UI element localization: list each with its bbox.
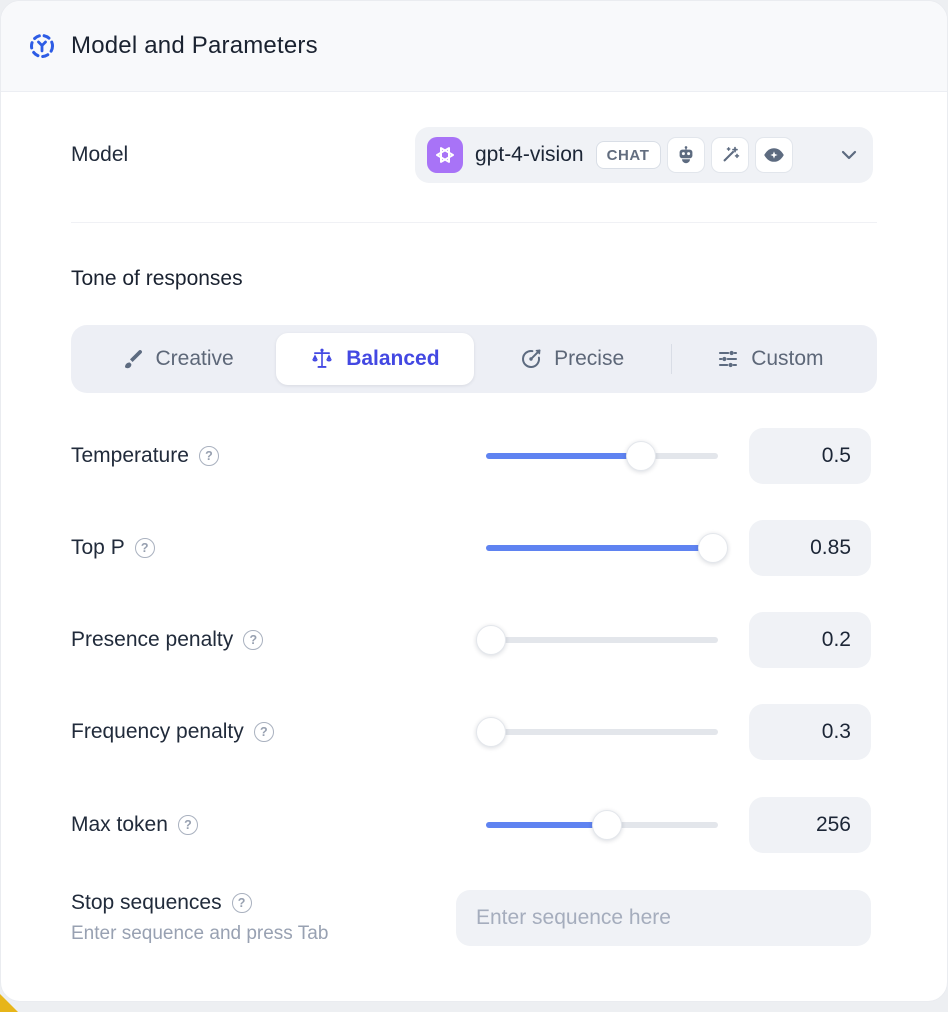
tone-section-heading: Tone of responses	[71, 267, 243, 290]
help-icon[interactable]	[253, 722, 274, 742]
balance-scale-icon	[310, 347, 334, 371]
tab-label: Precise	[554, 347, 625, 370]
param-label: Frequency penalty	[71, 720, 244, 743]
sliders-icon	[717, 348, 739, 370]
model-hub-icon	[27, 31, 57, 61]
max-token-slider[interactable]	[486, 797, 718, 853]
slider-thumb[interactable]	[626, 441, 657, 471]
frequency-penalty-slider[interactable]	[475, 704, 718, 760]
page-title: Model and Parameters	[71, 32, 318, 59]
help-icon[interactable]	[231, 893, 252, 913]
stop-sequences-label: Stop sequences	[71, 891, 222, 914]
tab-label: Balanced	[346, 347, 440, 370]
frequency-penalty-value[interactable]: 0.3	[749, 704, 871, 760]
param-label: Top P	[71, 536, 125, 559]
tone-segmented-control: Creative Balanced	[71, 325, 877, 393]
slider-thumb[interactable]	[475, 717, 506, 747]
stop-sequence-input[interactable]	[456, 890, 871, 946]
tab-label: Custom	[751, 347, 824, 370]
presence-penalty-value[interactable]: 0.2	[749, 612, 871, 668]
help-icon[interactable]	[243, 630, 264, 650]
paintbrush-icon	[122, 348, 144, 370]
stop-sequences-label-group: Stop sequences Enter sequence and press …	[71, 891, 328, 945]
model-label: Model	[71, 143, 129, 166]
help-icon[interactable]	[177, 815, 198, 835]
tab-precise[interactable]: Precise	[474, 333, 671, 385]
param-row-frequency-penalty: Frequency penalty 0.3	[1, 704, 948, 760]
temperature-value[interactable]: 0.5	[749, 428, 871, 484]
param-label: Temperature	[71, 444, 189, 467]
slider-thumb[interactable]	[698, 533, 729, 563]
tab-creative[interactable]: Creative	[79, 333, 276, 385]
presence-penalty-slider[interactable]	[475, 612, 718, 668]
max-token-value[interactable]: 256	[749, 797, 871, 853]
tab-balanced[interactable]: Balanced	[276, 333, 474, 385]
section-divider	[71, 222, 877, 223]
top-p-value[interactable]: 0.85	[749, 520, 871, 576]
vision-eye-icon	[754, 137, 793, 173]
segment-divider	[670, 344, 672, 374]
target-arrow-icon	[520, 348, 542, 370]
temperature-slider[interactable]	[486, 428, 718, 484]
card-header: Model and Parameters	[1, 1, 947, 92]
robot-icon	[666, 137, 705, 173]
help-icon[interactable]	[134, 538, 155, 558]
slider-thumb[interactable]	[591, 810, 622, 840]
magic-wand-icon	[710, 137, 749, 173]
stop-sequences-hint: Enter sequence and press Tab	[71, 923, 329, 944]
param-label: Max token	[71, 813, 168, 836]
slider-thumb[interactable]	[475, 625, 506, 655]
tab-label: Creative	[155, 347, 234, 370]
param-row-temperature: Temperature 0.5	[1, 428, 948, 484]
param-row-top-p: Top P 0.85	[1, 520, 948, 576]
param-label: Presence penalty	[71, 628, 234, 651]
top-p-slider[interactable]	[486, 520, 729, 576]
openai-logo-icon	[427, 137, 463, 173]
selected-model-name: gpt-4-vision	[475, 143, 584, 166]
param-row-presence-penalty: Presence penalty 0.2	[1, 612, 948, 668]
chevron-down-icon	[841, 150, 857, 160]
model-type-badge: CHAT	[595, 141, 661, 169]
tab-custom[interactable]: Custom	[672, 333, 869, 385]
help-icon[interactable]	[198, 446, 219, 466]
model-select-dropdown[interactable]: gpt-4-vision CHAT	[415, 127, 873, 183]
param-row-max-token: Max token 256	[1, 797, 948, 853]
